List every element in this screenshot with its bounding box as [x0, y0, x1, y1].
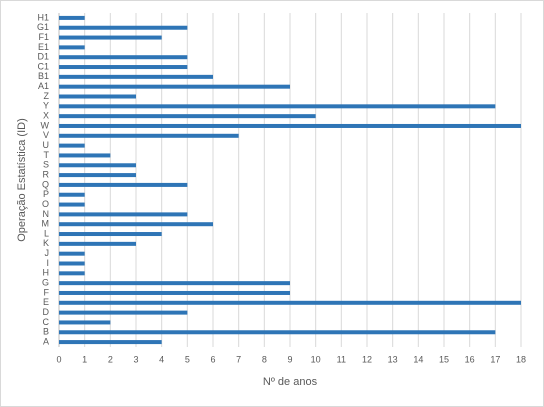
y-tick-label: I [46, 258, 49, 268]
x-tick-label: 1 [82, 354, 87, 364]
bar [59, 104, 496, 109]
x-tick-label: 14 [413, 354, 423, 364]
bar [59, 232, 162, 237]
x-tick-label: 2 [108, 354, 113, 364]
y-tick-label: H1 [37, 12, 49, 22]
x-tick-label: 17 [490, 354, 500, 364]
x-tick-label: 3 [133, 354, 138, 364]
x-axis-title: Nº de anos [263, 376, 318, 388]
y-tick-label: K [43, 238, 49, 248]
y-tick-label: R [43, 169, 50, 179]
y-tick-label: U [43, 140, 50, 150]
y-tick-label: V [43, 130, 49, 140]
bar [59, 241, 136, 246]
x-tick-label: 5 [185, 354, 190, 364]
y-tick-label: D1 [37, 52, 49, 62]
y-tick-label: F1 [38, 32, 49, 42]
y-tick-label: Z [44, 91, 50, 101]
bar [59, 320, 111, 325]
x-tick-label: 15 [439, 354, 449, 364]
bar [59, 55, 188, 60]
bar [59, 212, 188, 217]
bar [59, 15, 85, 20]
bar [59, 340, 162, 345]
x-tick-label: 9 [287, 354, 292, 364]
x-tick-label: 13 [388, 354, 398, 364]
y-tick-label: E [43, 297, 49, 307]
y-tick-label: A1 [38, 81, 49, 91]
bar [59, 281, 290, 286]
y-tick-label: F [44, 287, 50, 297]
bar [59, 163, 136, 168]
bar [59, 45, 85, 50]
bar [59, 153, 111, 158]
bar [59, 222, 213, 227]
y-tick-label: S [43, 160, 49, 170]
y-tick-label: G1 [37, 22, 49, 32]
y-tick-label: T [44, 150, 50, 160]
y-tick-label: N [43, 209, 50, 219]
bar [59, 65, 188, 70]
y-tick-label: G [42, 278, 49, 288]
bar [59, 182, 188, 187]
y-tick-label: L [44, 228, 49, 238]
bar [59, 94, 136, 99]
y-tick-label: A [43, 336, 49, 346]
x-tick-label: 7 [236, 354, 241, 364]
y-axis-title: Operação Estatística (ID) [16, 118, 28, 242]
bar [59, 123, 521, 128]
y-tick-label: Q [42, 179, 49, 189]
x-tick-label: 6 [210, 354, 215, 364]
x-tick-label: 16 [465, 354, 475, 364]
bar [59, 173, 136, 178]
bar [59, 290, 290, 295]
bar [59, 251, 85, 256]
y-tick-label: E1 [38, 42, 49, 52]
x-tick-label: 10 [311, 354, 321, 364]
bar [59, 25, 188, 30]
y-tick-label: D [43, 307, 50, 317]
bar [59, 74, 213, 79]
bar [59, 35, 162, 40]
x-tick-label: 0 [56, 354, 61, 364]
x-tick-label: 18 [516, 354, 526, 364]
y-tick-label: C1 [37, 61, 49, 71]
y-tick-label: Y [43, 101, 49, 111]
bar [59, 192, 85, 197]
y-tick-label: H [43, 268, 50, 278]
y-tick-label: B [43, 327, 49, 337]
x-tick-label: 11 [337, 354, 346, 364]
bar [59, 330, 496, 335]
y-tick-label: W [41, 120, 50, 130]
y-tick-label: M [42, 219, 50, 229]
x-tick-label: 4 [159, 354, 164, 364]
bar [59, 133, 239, 138]
y-tick-label: J [45, 248, 50, 258]
bar [59, 114, 316, 119]
bar [59, 300, 521, 305]
y-tick-label: C [43, 317, 50, 327]
y-tick-label: X [43, 111, 49, 121]
bar [59, 271, 85, 276]
y-tick-label: P [43, 189, 49, 199]
y-tick-label: O [42, 199, 49, 209]
bar [59, 310, 188, 315]
bar [59, 261, 85, 266]
x-tick-label: 8 [262, 354, 267, 364]
x-tick-label: 12 [362, 354, 372, 364]
bar [59, 143, 85, 148]
y-tick-label: B1 [38, 71, 49, 81]
bar [59, 84, 290, 89]
bar [59, 202, 85, 207]
